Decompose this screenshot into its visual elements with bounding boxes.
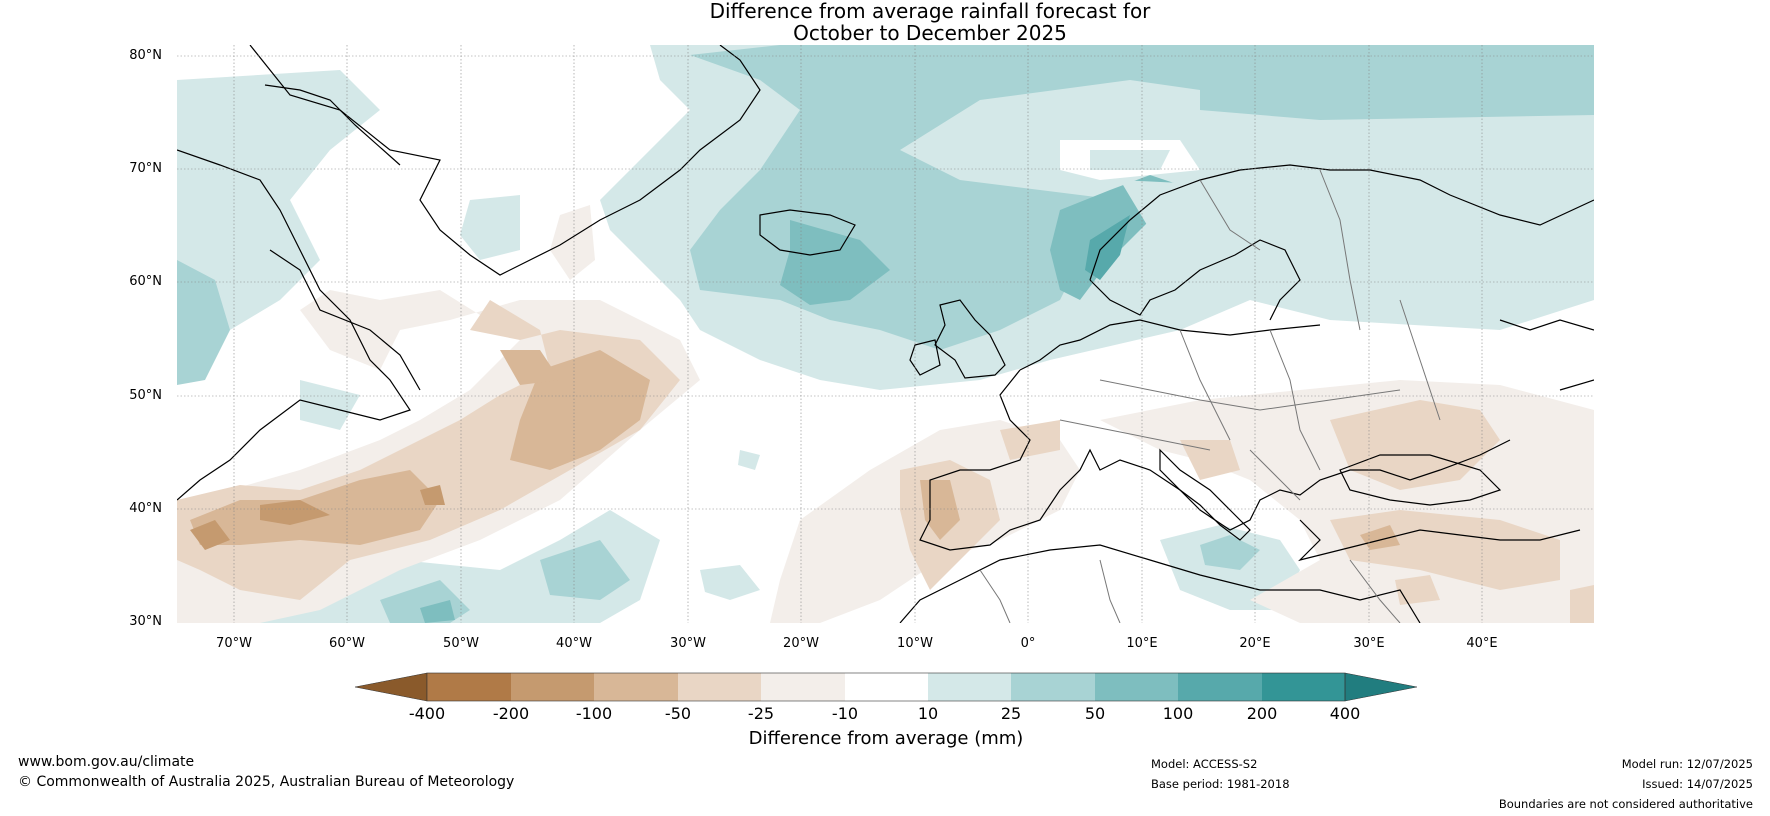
lon-label: 20°W xyxy=(783,636,819,651)
lon-label: 70°W xyxy=(216,636,252,651)
footer-issued: Issued: 14/07/2025 xyxy=(1642,777,1753,791)
country-borders xyxy=(979,169,1441,623)
colorbar-tick: -50 xyxy=(664,704,692,723)
lon-label: 60°W xyxy=(329,636,365,651)
title-line-2: October to December 2025 xyxy=(793,21,1067,45)
footer-disclaimer: Boundaries are not considered authoritat… xyxy=(1498,797,1753,811)
colorbar-tick: 50 xyxy=(1084,704,1106,723)
colorbar-low-arrow xyxy=(354,672,428,702)
dry-anomaly-areas xyxy=(177,205,1594,623)
lon-label: 50°W xyxy=(443,636,479,651)
lat-label: 80°N xyxy=(129,48,162,63)
colorbar-tick: -100 xyxy=(575,704,613,723)
colorbar-swatch xyxy=(678,673,761,701)
lat-label: 50°N xyxy=(129,388,162,403)
wet-anomaly-areas xyxy=(177,45,1594,623)
colorbar-tick: -10 xyxy=(831,704,859,723)
title-line-1: Difference from average rainfall forecas… xyxy=(709,0,1151,23)
coastlines xyxy=(177,45,1594,623)
colorbar-swatch xyxy=(928,673,1011,701)
lat-label: 40°N xyxy=(129,501,162,516)
colorbar-tick: -400 xyxy=(408,704,446,723)
colorbar-swatch xyxy=(1262,673,1345,701)
colorbar-swatch xyxy=(1178,673,1262,701)
footer-website: www.bom.gov.au/climate xyxy=(18,754,195,770)
lon-label: 10°E xyxy=(1126,636,1158,651)
colorbar-swatch xyxy=(761,673,845,701)
colorbar-swatch xyxy=(511,673,594,701)
colorbar-tick: 10 xyxy=(917,704,939,723)
lon-label: 40°E xyxy=(1466,636,1498,651)
footer-base-period: Base period: 1981-2018 xyxy=(1151,777,1290,791)
colorbar-tick: -25 xyxy=(747,704,775,723)
colorbar xyxy=(354,672,1418,702)
colorbar-swatch xyxy=(1095,673,1178,701)
colorbar-tick: 100 xyxy=(1162,704,1194,723)
footer-model-run: Model run: 12/07/2025 xyxy=(1621,757,1753,771)
colorbar-tick: 200 xyxy=(1246,704,1278,723)
lon-label: 10°W xyxy=(897,636,933,651)
footer-copyright: © Commonwealth of Australia 2025, Austra… xyxy=(18,774,515,790)
lon-label: 20°E xyxy=(1239,636,1271,651)
lat-label: 60°N xyxy=(129,274,162,289)
colorbar-tick: 25 xyxy=(1000,704,1022,723)
footer-model: Model: ACCESS-S2 xyxy=(1151,757,1258,771)
lon-label: 0° xyxy=(1020,636,1036,651)
colorbar-tick: -200 xyxy=(492,704,530,723)
colorbar-swatch xyxy=(845,673,928,701)
graticule xyxy=(177,45,1594,623)
colorbar-swatch xyxy=(427,673,511,701)
colorbar-high-arrow xyxy=(1344,672,1418,702)
lon-label: 30°W xyxy=(670,636,706,651)
lon-label: 30°E xyxy=(1353,636,1385,651)
lon-label: 40°W xyxy=(556,636,592,651)
colorbar-swatch xyxy=(594,673,678,701)
colorbar-swatch xyxy=(1011,673,1095,701)
colorbar-tick: 400 xyxy=(1329,704,1361,723)
lat-label: 30°N xyxy=(129,614,162,629)
lat-label: 70°N xyxy=(129,161,162,176)
colorbar-label: Difference from average (mm) xyxy=(748,728,1024,749)
